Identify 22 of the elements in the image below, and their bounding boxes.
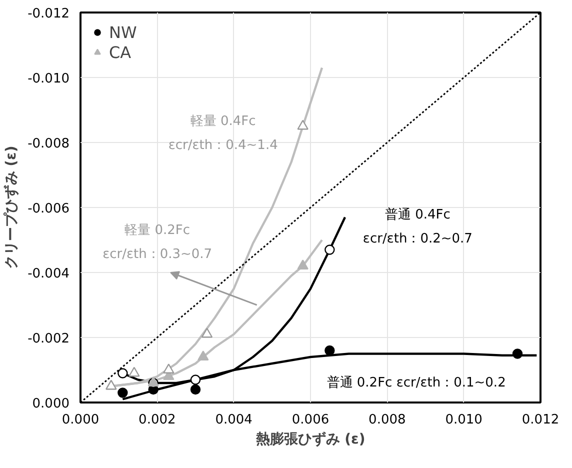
y-axis-title: クリープひずみ (ε) xyxy=(2,146,20,270)
x-axis-title: 熱膨張ひずみ (ε) xyxy=(254,432,366,448)
annotation: 普通 0.4Fc εcr/εth：0.2~0.7 xyxy=(362,206,472,246)
annotation: 普通 0.2Fc εcr/εth：0.1~0.2 xyxy=(326,374,506,390)
annotation: 軽量 0.2Fc εcr/εth：0.3~0.7 xyxy=(102,223,212,262)
x-tick-label: 0.012 xyxy=(522,412,560,428)
y-tick-label: -0.012 xyxy=(28,6,70,22)
annotation: 軽量 0.4Fc εcr/εth：0.4~1.4 xyxy=(168,114,278,153)
y-tick-label: -0.008 xyxy=(28,136,70,152)
y-tick-label: -0.004 xyxy=(28,266,70,282)
y-tick-label: -0.002 xyxy=(28,332,70,346)
x-tick-label: 0.002 xyxy=(138,412,176,428)
x-tick-label: 0.000 xyxy=(62,412,100,428)
y-tick-label: -0.006 xyxy=(28,202,70,216)
legend-label: NW xyxy=(109,22,137,42)
x-tick-label: 0.008 xyxy=(368,412,406,428)
x-tick-label: 0.006 xyxy=(292,412,330,428)
y-tick-label: 0.000 xyxy=(32,396,70,412)
x-tick-label: 0.004 xyxy=(215,412,252,428)
legend-label: CA xyxy=(109,42,132,62)
y-tick-label: -0.010 xyxy=(28,72,70,86)
x-tick-label: 0.010 xyxy=(445,412,482,428)
